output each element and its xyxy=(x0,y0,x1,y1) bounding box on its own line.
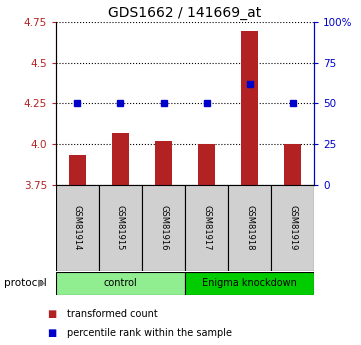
Text: percentile rank within the sample: percentile rank within the sample xyxy=(67,328,232,338)
Bar xyxy=(241,30,258,185)
Bar xyxy=(185,272,314,295)
Bar xyxy=(228,185,271,271)
Bar xyxy=(198,144,215,185)
Text: transformed count: transformed count xyxy=(67,309,157,319)
Text: GSM81919: GSM81919 xyxy=(288,205,297,251)
Bar xyxy=(185,185,228,271)
Bar xyxy=(142,185,185,271)
Bar xyxy=(155,141,172,185)
Text: protocol: protocol xyxy=(4,278,46,288)
Title: GDS1662 / 141669_at: GDS1662 / 141669_at xyxy=(108,6,262,20)
Bar xyxy=(112,133,129,185)
Text: ■: ■ xyxy=(47,328,56,338)
Bar xyxy=(69,155,86,185)
Text: GSM81917: GSM81917 xyxy=(202,205,211,251)
Text: GSM81918: GSM81918 xyxy=(245,205,254,251)
Bar xyxy=(99,185,142,271)
Text: control: control xyxy=(104,278,137,288)
Text: ▶: ▶ xyxy=(38,278,45,288)
Bar xyxy=(284,144,301,185)
Text: GSM81914: GSM81914 xyxy=(73,205,82,251)
Text: GSM81915: GSM81915 xyxy=(116,205,125,251)
Text: ■: ■ xyxy=(47,309,56,319)
Text: GSM81916: GSM81916 xyxy=(159,205,168,251)
Bar xyxy=(56,272,185,295)
Bar xyxy=(271,185,314,271)
Bar xyxy=(56,185,99,271)
Text: Enigma knockdown: Enigma knockdown xyxy=(202,278,297,288)
